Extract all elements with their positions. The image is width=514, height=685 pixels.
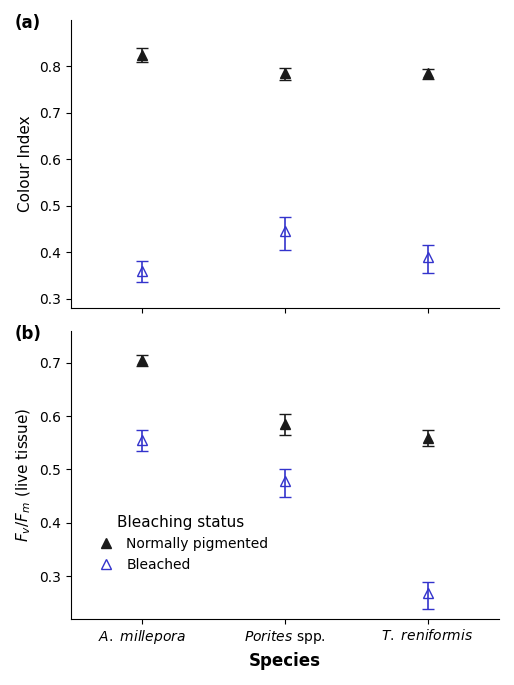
Y-axis label: Colour Index: Colour Index bbox=[19, 116, 33, 212]
Legend: Normally pigmented, Bleached: Normally pigmented, Bleached bbox=[86, 509, 274, 577]
Text: (a): (a) bbox=[15, 14, 41, 32]
Text: (b): (b) bbox=[15, 325, 42, 343]
Y-axis label: $F_v$/$F_m$ (live tissue): $F_v$/$F_m$ (live tissue) bbox=[15, 408, 33, 542]
X-axis label: Species: Species bbox=[249, 652, 321, 670]
